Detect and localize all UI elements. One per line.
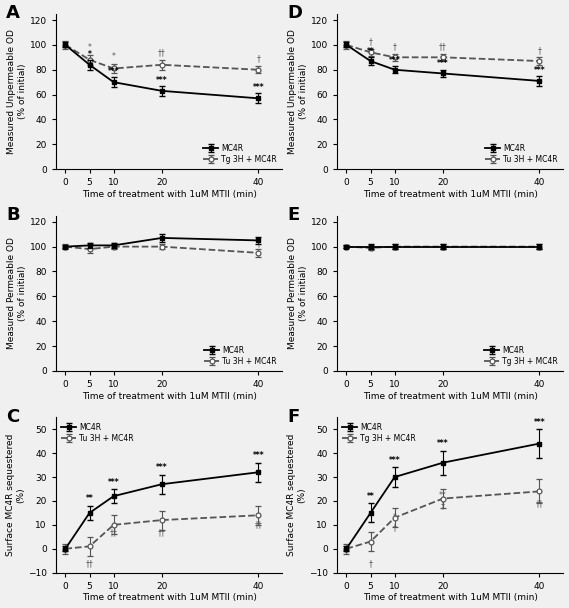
Legend: MC4R, Tg 3H + MC4R: MC4R, Tg 3H + MC4R (341, 421, 418, 444)
Y-axis label: Measured Unpermeable OD
(% of initial): Measured Unpermeable OD (% of initial) (288, 29, 308, 154)
Legend: MC4R, Tu 3H + MC4R: MC4R, Tu 3H + MC4R (60, 421, 135, 444)
X-axis label: Time of treatment with 1uM MTII (min): Time of treatment with 1uM MTII (min) (81, 190, 257, 199)
Legend: MC4R, Tu 3H + MC4R: MC4R, Tu 3H + MC4R (203, 344, 279, 367)
Text: ††: †† (158, 528, 166, 537)
Y-axis label: Surface MC4R sequestered
(%): Surface MC4R sequestered (%) (6, 434, 25, 556)
Text: ††: †† (158, 48, 166, 57)
Y-axis label: Measured Permeable OD
(% of initial): Measured Permeable OD (% of initial) (7, 237, 27, 349)
Text: ***: *** (389, 56, 401, 65)
Text: ††: †† (535, 499, 543, 508)
Text: *: * (88, 50, 92, 58)
Text: ***: *** (389, 456, 401, 465)
Text: †: † (369, 559, 373, 568)
Text: **: ** (366, 47, 374, 56)
X-axis label: Time of treatment with 1uM MTII (min): Time of treatment with 1uM MTII (min) (81, 593, 257, 603)
X-axis label: Time of treatment with 1uM MTII (min): Time of treatment with 1uM MTII (min) (362, 190, 538, 199)
Text: **: ** (366, 492, 374, 501)
Legend: MC4R, Tu 3H + MC4R: MC4R, Tu 3H + MC4R (484, 142, 560, 165)
Text: ††: †† (439, 42, 447, 51)
Y-axis label: Measured Unpermeable OD
(% of initial): Measured Unpermeable OD (% of initial) (7, 29, 27, 154)
Text: ††: †† (86, 559, 93, 568)
Text: D: D (287, 4, 302, 22)
Text: ***: *** (437, 440, 449, 448)
Text: ***: *** (156, 75, 168, 85)
Legend: MC4R, Tg 3H + MC4R: MC4R, Tg 3H + MC4R (201, 142, 279, 165)
X-axis label: Time of treatment with 1uM MTII (min): Time of treatment with 1uM MTII (min) (362, 392, 538, 401)
Text: *: * (112, 52, 116, 61)
Text: ***: *** (253, 451, 264, 460)
Text: ***: *** (108, 67, 119, 76)
Text: B: B (6, 206, 19, 224)
Text: ***: *** (437, 60, 449, 69)
Text: ***: *** (253, 83, 264, 92)
Text: ***: *** (108, 478, 119, 486)
Text: †: † (257, 55, 260, 63)
Legend: MC4R, Tg 3H + MC4R: MC4R, Tg 3H + MC4R (483, 344, 560, 367)
Text: †: † (369, 37, 373, 46)
Text: F: F (287, 408, 299, 426)
Text: *
†: * † (393, 513, 397, 532)
Text: *: * (88, 43, 92, 52)
Text: ††: †† (110, 528, 118, 537)
Text: ††: †† (254, 520, 262, 530)
Text: ***: *** (156, 463, 168, 472)
Text: E: E (287, 206, 299, 224)
Text: ***: *** (534, 418, 545, 427)
Text: †: † (537, 46, 541, 55)
Text: C: C (6, 408, 19, 426)
Y-axis label: Surface MC4R sequestered
(%): Surface MC4R sequestered (%) (287, 434, 306, 556)
Text: ***: *** (534, 66, 545, 75)
X-axis label: Time of treatment with 1uM MTII (min): Time of treatment with 1uM MTII (min) (362, 593, 538, 603)
Text: †: † (257, 239, 260, 248)
Text: **: ** (86, 494, 93, 503)
X-axis label: Time of treatment with 1uM MTII (min): Time of treatment with 1uM MTII (min) (81, 392, 257, 401)
Text: A: A (6, 4, 20, 22)
Y-axis label: Measured Permeable OD
(% of initial): Measured Permeable OD (% of initial) (288, 237, 308, 349)
Text: **
†: ** † (439, 491, 447, 511)
Text: †: † (393, 42, 397, 51)
